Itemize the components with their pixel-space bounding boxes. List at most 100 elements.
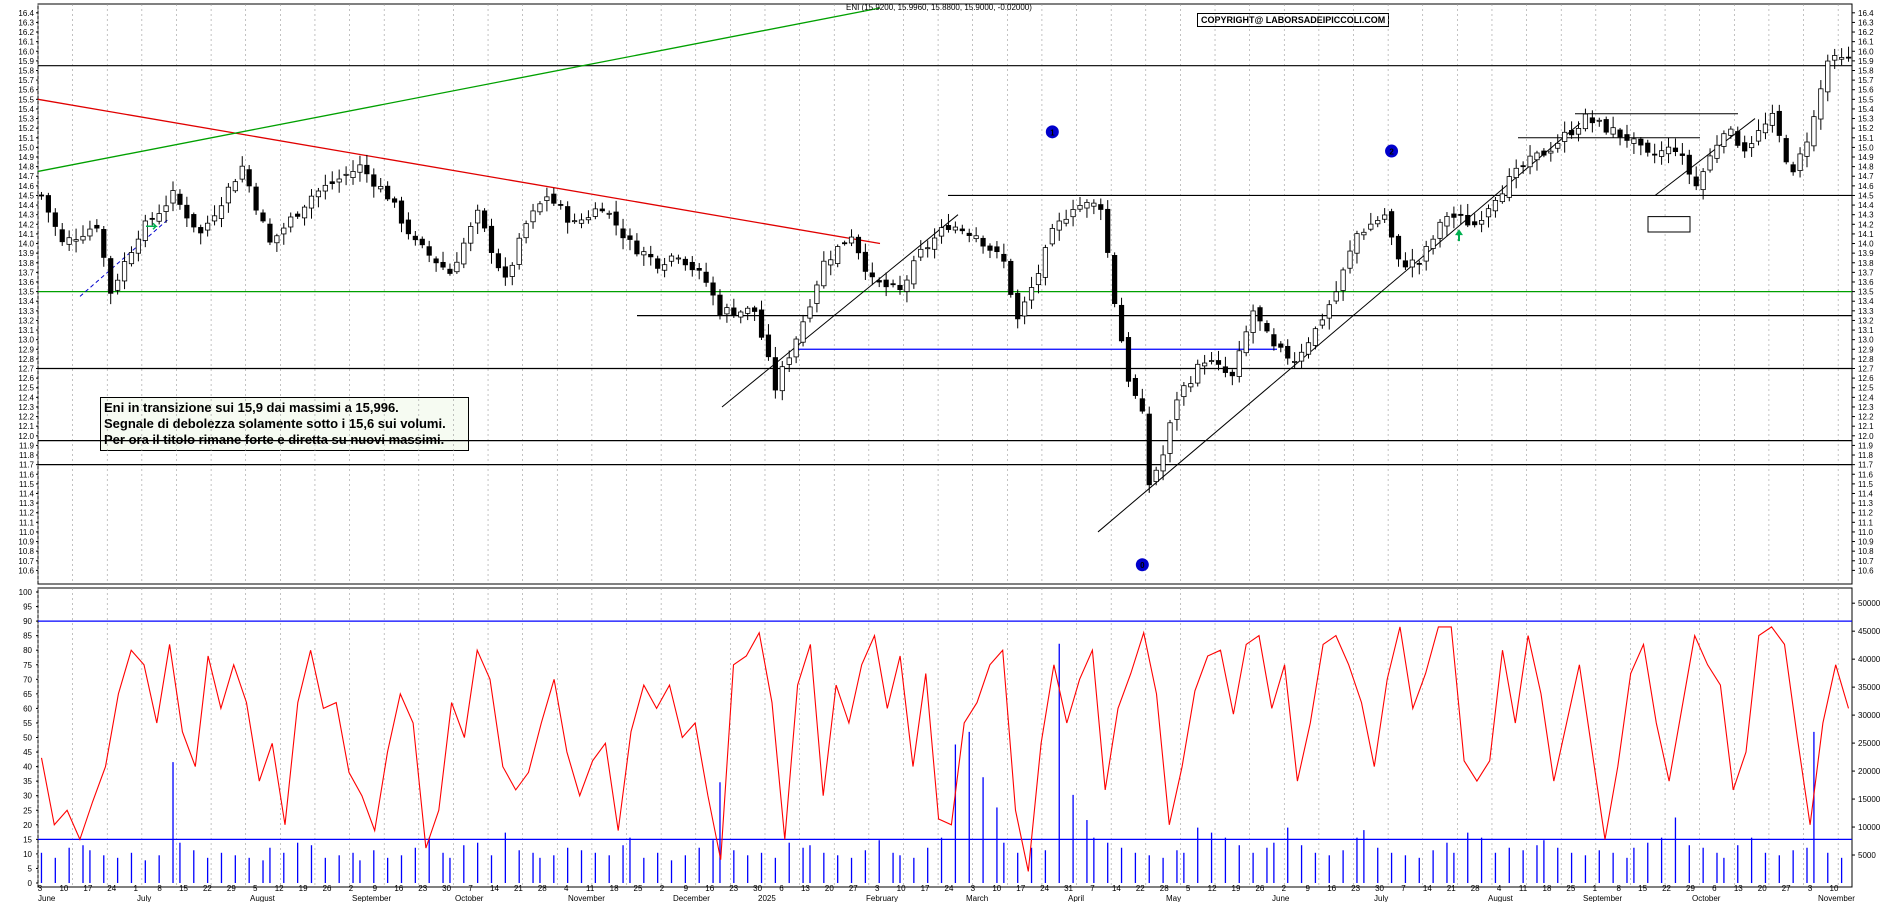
- price-tick-left: 14.1: [18, 230, 34, 239]
- candle-body: [994, 246, 1000, 253]
- candle-body: [1652, 153, 1658, 156]
- candle-body: [1485, 208, 1492, 218]
- x-month-label: October: [1692, 894, 1721, 902]
- candle-body: [745, 307, 751, 314]
- candle-body: [952, 226, 958, 231]
- price-tick-left: 15.0: [18, 143, 34, 152]
- candle-body: [336, 178, 342, 183]
- price-tick-left: 16.4: [18, 9, 34, 18]
- x-day-tick: 29: [1686, 884, 1695, 893]
- price-tick-left: 10.7: [18, 557, 34, 566]
- candle-body: [1686, 154, 1692, 175]
- candle-body: [655, 258, 661, 269]
- price-tick-left: 13.7: [18, 268, 34, 277]
- price-tick-right: 13.2: [1858, 316, 1874, 325]
- candle-body: [1340, 269, 1346, 291]
- candle-body: [1243, 331, 1249, 354]
- candle-body: [1562, 131, 1568, 142]
- analysis-note-line2: Segnale di debolezza solamente sotto i 1…: [104, 416, 446, 431]
- candle-body: [1015, 292, 1021, 320]
- x-day-tick: 1: [1593, 884, 1598, 893]
- x-day-tick: 17: [1016, 884, 1025, 893]
- oscillator-tick: 80: [23, 646, 32, 655]
- candle-body: [184, 204, 190, 219]
- candle-body: [516, 237, 522, 265]
- price-tick-left: 13.4: [18, 297, 34, 306]
- candle-body: [1492, 200, 1499, 212]
- candle-body: [371, 174, 377, 187]
- candle-body: [1769, 112, 1775, 126]
- candle-body: [1589, 117, 1595, 124]
- price-tick-left: 15.5: [18, 95, 34, 104]
- candle-body: [1118, 304, 1125, 342]
- price-tick-right: 13.0: [1858, 336, 1874, 345]
- candle-body: [73, 239, 79, 242]
- price-tick-right: 15.9: [1858, 57, 1874, 66]
- price-tick-right: 13.3: [1858, 307, 1874, 316]
- candle-body: [1804, 141, 1810, 157]
- candle-body: [1146, 413, 1152, 486]
- x-day-tick: 10: [1830, 884, 1839, 893]
- x-month-label: November: [1818, 894, 1855, 902]
- candle-body: [1382, 214, 1388, 220]
- candle-body: [101, 229, 107, 258]
- x-day-tick: 10: [992, 884, 1001, 893]
- candle-body: [1409, 259, 1415, 268]
- x-day-tick: 14: [490, 884, 499, 893]
- price-tick-right: 15.2: [1858, 124, 1874, 133]
- candle-body: [142, 220, 148, 241]
- price-tick-right: 15.8: [1858, 66, 1874, 75]
- candle-body: [537, 203, 543, 213]
- price-tick-left: 15.4: [18, 105, 34, 114]
- x-day-tick: 25: [634, 884, 643, 893]
- candle-body: [343, 173, 349, 176]
- price-tick-right: 11.3: [1858, 499, 1874, 508]
- x-day-tick: 3: [875, 884, 880, 893]
- x-day-tick: 30: [442, 884, 451, 893]
- price-tick-left: 11.8: [19, 451, 35, 460]
- candle-body: [1707, 155, 1713, 171]
- x-month-label: June: [38, 894, 56, 902]
- candle-body: [828, 259, 834, 266]
- candle-body: [115, 279, 121, 291]
- candle-body: [426, 246, 432, 256]
- candle-body: [627, 235, 633, 240]
- candle-body: [87, 228, 93, 237]
- candle-body: [295, 213, 301, 217]
- candle-body: [1582, 113, 1589, 130]
- price-tick-right: 14.9: [1858, 153, 1874, 162]
- candle-body: [1499, 193, 1505, 203]
- candle-body: [1236, 350, 1242, 377]
- x-month-label: October: [455, 894, 484, 902]
- candle-body: [1513, 167, 1519, 179]
- x-day-tick: 6: [779, 884, 784, 893]
- price-tick-left: 12.6: [18, 374, 34, 383]
- x-day-tick: 23: [418, 884, 427, 893]
- x-day-tick: 23: [1351, 884, 1360, 893]
- x-day-tick: 11: [586, 884, 595, 893]
- oscillator-tick: 90: [23, 617, 32, 626]
- candle-body: [350, 171, 356, 179]
- candle-body: [1008, 260, 1014, 295]
- x-day-tick: 3: [1808, 884, 1813, 893]
- candle-body: [1693, 176, 1699, 187]
- candle-body: [565, 206, 571, 223]
- candle-body: [1776, 110, 1782, 136]
- price-tick-right: 10.7: [1858, 557, 1874, 566]
- candle-body: [1541, 150, 1547, 156]
- x-day-tick: 30: [753, 884, 762, 893]
- volume-tick: 35000: [1858, 683, 1881, 692]
- wave-label-0: 0: [1140, 561, 1145, 570]
- candle-body: [1035, 273, 1042, 286]
- oscillator-tick: 20: [23, 821, 32, 830]
- candle-body: [495, 253, 502, 269]
- candle-body: [696, 268, 702, 271]
- price-tick-left: 11.5: [19, 480, 35, 489]
- x-day-tick: 15: [179, 884, 188, 893]
- price-tick-right: 12.6: [1858, 374, 1874, 383]
- price-tick-right: 12.1: [1858, 422, 1874, 431]
- candle-body: [973, 235, 979, 240]
- x-day-tick: 16: [705, 884, 714, 893]
- x-day-tick: 21: [1447, 884, 1456, 893]
- oscillator-tick: 0: [28, 879, 33, 888]
